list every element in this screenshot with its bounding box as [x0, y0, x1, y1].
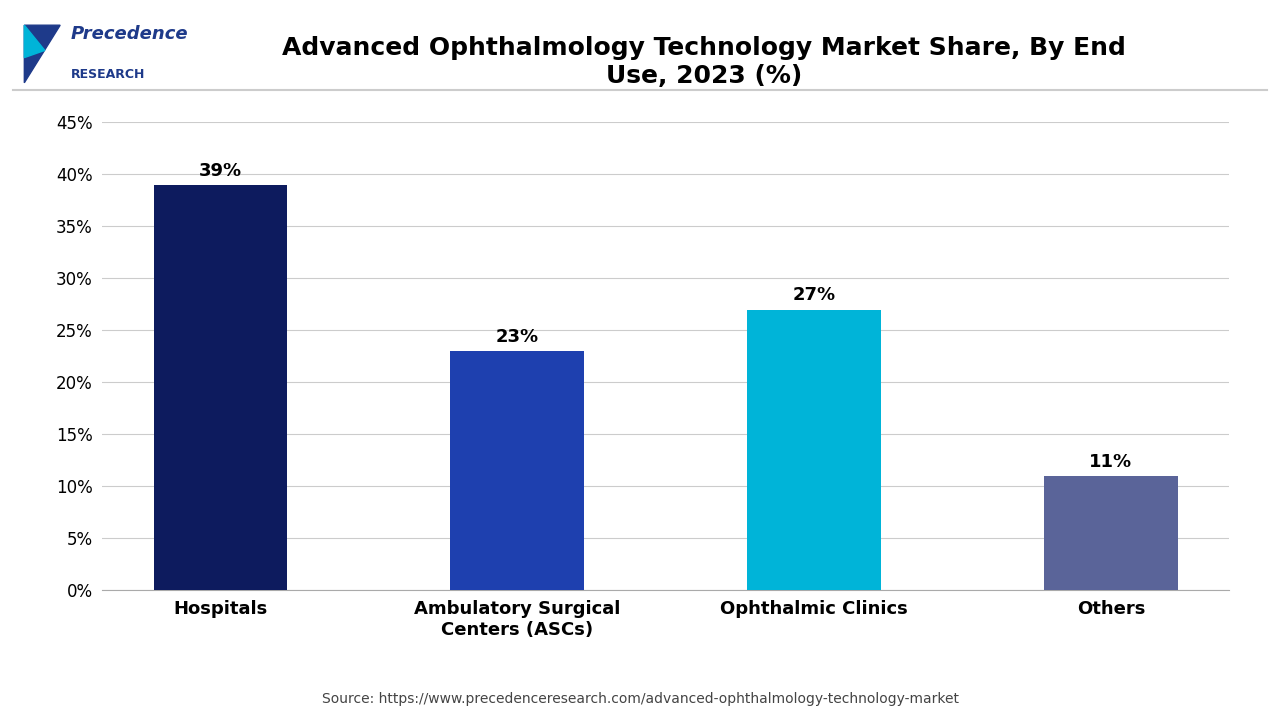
Bar	[1044, 476, 1178, 590]
Text: 11%: 11%	[1089, 453, 1133, 471]
Bar	[748, 310, 881, 590]
Text: Source: https://www.precedenceresearch.com/advanced-ophthalmology-technology-mar: Source: https://www.precedenceresearch.c…	[321, 692, 959, 706]
Text: 39%: 39%	[198, 161, 242, 179]
Text: 27%: 27%	[792, 287, 836, 305]
Polygon shape	[24, 25, 60, 83]
Bar	[154, 185, 287, 590]
Text: Precedence: Precedence	[70, 25, 188, 43]
Bar	[451, 351, 584, 590]
Text: 23%: 23%	[495, 328, 539, 346]
Polygon shape	[24, 25, 45, 58]
Text: Advanced Ophthalmology Technology Market Share, By End
Use, 2023 (%): Advanced Ophthalmology Technology Market…	[282, 36, 1126, 88]
Text: RESEARCH: RESEARCH	[70, 68, 145, 81]
